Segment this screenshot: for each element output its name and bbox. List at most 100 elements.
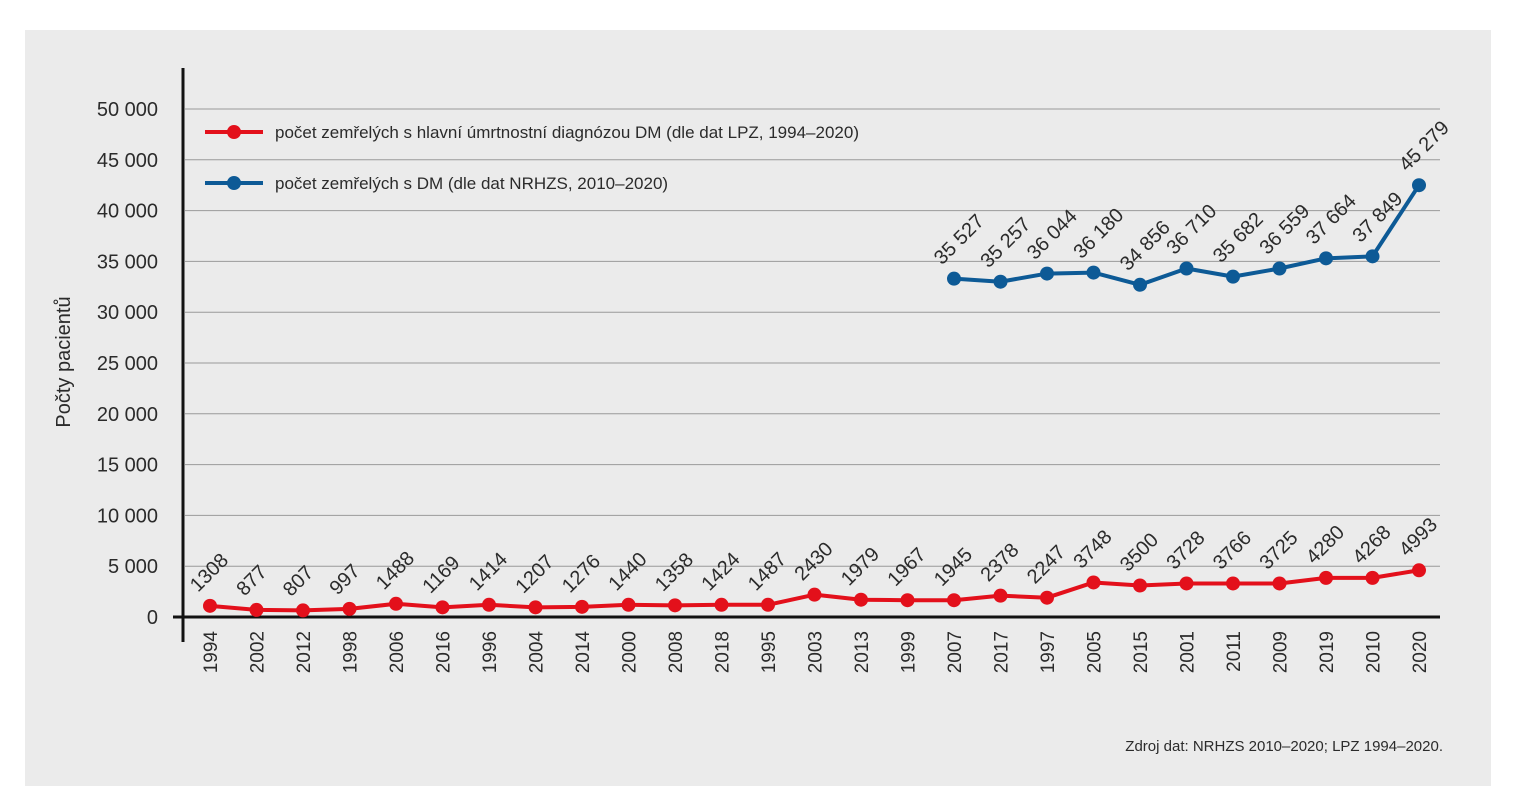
x-tick-label: 2018 (713, 631, 734, 673)
x-tick-label: 1995 (759, 631, 780, 673)
y-tick-label: 40 000 (97, 201, 158, 223)
data-point (1365, 249, 1380, 264)
data-label: 3725 (1255, 527, 1302, 574)
x-tick-label: 1999 (899, 631, 920, 673)
x-tick-label: 2013 (852, 631, 873, 673)
data-point (203, 598, 217, 613)
y-tick-label: 25 000 (97, 353, 158, 375)
gridlines (185, 108, 1440, 567)
data-point (435, 600, 450, 615)
data-point (1412, 178, 1426, 193)
x-tick-label: 1998 (341, 631, 362, 673)
x-tick-label: 2014 (573, 631, 594, 674)
data-label: 45 279 (1395, 117, 1454, 176)
data-point (621, 597, 636, 612)
data-point (528, 600, 543, 615)
x-tick-label: 1996 (480, 631, 501, 673)
source-note: Zdroj dat: NRHZS 2010–2020; LPZ 1994–202… (1125, 738, 1443, 755)
x-tick-label: 2020 (1410, 631, 1431, 673)
data-point (1179, 576, 1194, 591)
x-tick-label: 2017 (992, 631, 1013, 673)
y-tick-label: 30 000 (97, 302, 158, 324)
data-point (575, 599, 589, 614)
data-label: 2430 (790, 538, 837, 585)
chart-panel: 0 5 000 10 000 15 000 20 000 25 000 30 000 35 0… (25, 30, 1491, 786)
data-point (947, 593, 961, 608)
y-tick-label: 45 000 (97, 150, 158, 172)
legend: počet zemřelých s hlavní úmrtnostní diag… (205, 123, 859, 193)
legend-marker (227, 176, 241, 190)
data-point (1412, 563, 1426, 578)
data-point (947, 271, 961, 286)
y-tick-label: 20 000 (97, 404, 158, 426)
y-tick-label: 50 000 (97, 99, 158, 121)
y-axis-ticks: 0 5 000 10 000 15 000 20 000 25 000 30 000 35 0… (97, 99, 158, 629)
data-label: 1979 (837, 543, 884, 590)
data-label: 1169 (418, 552, 464, 598)
data-label: 1207 (511, 551, 558, 598)
x-tick-label: 2011 (1224, 631, 1245, 672)
data-point (1040, 590, 1054, 605)
data-point (1179, 261, 1194, 276)
data-label: 1945 (930, 544, 977, 591)
data-point (1226, 576, 1240, 591)
data-point (1272, 576, 1287, 591)
data-label: 4268 (1348, 521, 1395, 568)
legend-label: počet zemřelých s hlavní úmrtnostní diag… (275, 123, 859, 142)
data-label: 1487 (744, 548, 791, 595)
data-label: 1276 (558, 550, 605, 597)
data-point (854, 592, 868, 607)
data-label: 36 180 (1069, 204, 1128, 263)
data-point (993, 274, 1008, 289)
x-tick-label: 2019 (1317, 631, 1338, 673)
data-label: 1414 (465, 548, 512, 595)
data-point (807, 587, 822, 602)
data-label: 4280 (1302, 521, 1349, 568)
data-label: 1440 (604, 548, 651, 595)
legend-label: počet zemřelých s DM (dle dat NRHZS, 201… (275, 174, 668, 193)
data-point (249, 602, 264, 617)
data-point (1040, 266, 1054, 281)
data-point (1086, 575, 1101, 590)
x-tick-label: 2005 (1085, 631, 1106, 673)
line-chart: 0 5 000 10 000 15 000 20 000 25 000 30 000 35 0… (53, 68, 1454, 755)
x-axis-ticks: 1994 2002 2012 1998 2006 2016 1996 2004 2014 2000… (201, 631, 1431, 674)
data-label: 37 664 (1302, 190, 1361, 249)
data-point (761, 597, 775, 612)
data-label: 3766 (1209, 527, 1256, 574)
data-point (482, 597, 496, 612)
x-tick-label: 2016 (434, 631, 455, 673)
data-point (668, 598, 682, 613)
x-tick-label: 2004 (527, 631, 548, 674)
data-label: 3728 (1162, 527, 1209, 574)
data-point (1365, 570, 1380, 585)
y-tick-label: 0 (147, 607, 158, 629)
data-point (296, 603, 310, 618)
x-tick-label: 2000 (620, 631, 641, 673)
data-point (993, 588, 1008, 603)
data-label: 1488 (372, 547, 419, 594)
x-tick-label: 2008 (666, 631, 687, 673)
data-label: 877 (232, 561, 271, 600)
data-label: 807 (279, 562, 318, 601)
data-point (1086, 265, 1101, 280)
data-label: 36 044 (1023, 205, 1082, 264)
data-label: 1308 (186, 549, 233, 596)
data-label: 1358 (651, 549, 698, 596)
y-axis-label: Počty pacientů (53, 296, 75, 427)
data-label: 2247 (1023, 541, 1070, 588)
data-point (1133, 578, 1147, 593)
data-point (714, 597, 729, 612)
y-tick-label: 15 000 (97, 455, 158, 477)
series-layer (203, 178, 1426, 618)
data-label: 35 257 (976, 213, 1035, 272)
data-point (900, 593, 915, 608)
data-label: 1424 (697, 548, 744, 595)
y-tick-label: 5 000 (108, 556, 158, 578)
legend-marker (227, 125, 241, 139)
data-point (1226, 269, 1240, 284)
y-tick-label: 10 000 (97, 505, 158, 527)
x-tick-label: 2009 (1271, 631, 1292, 673)
x-tick-label: 2010 (1364, 631, 1385, 673)
x-tick-label: 1994 (201, 631, 222, 674)
